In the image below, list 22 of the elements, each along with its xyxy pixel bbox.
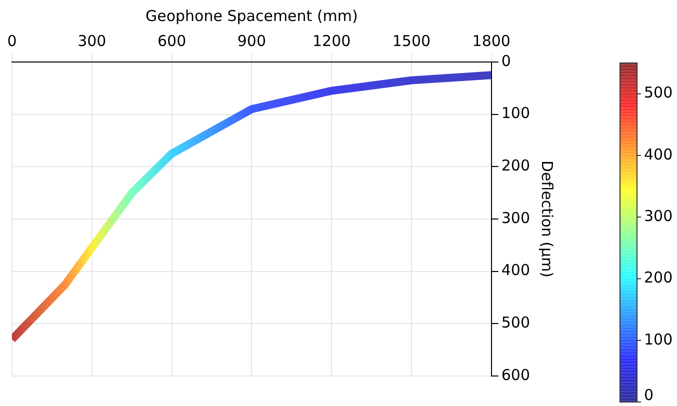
y-tick-label: 600 [501,366,530,384]
color-bar-label: 300 [644,206,673,225]
y-tick-label: 200 [501,156,530,175]
y-tick-label: 100 [501,104,530,122]
x-tick-label: 1800 [472,32,510,50]
y-tick-label: 400 [501,261,530,280]
y-axis-title: Deflection (µm) [538,160,556,278]
y-tick-label: 300 [501,208,530,227]
y-tick-label: 0 [501,52,511,70]
color-bar-label: 400 [644,145,673,164]
color-bar-label: 200 [644,268,673,287]
color-bar-label: 0 [644,386,654,404]
x-tick-label: 1500 [392,32,431,50]
x-tick-label: 0 [7,32,17,50]
y-tick-label: 500 [501,314,530,332]
x-tick-label: 900 [237,32,266,50]
x-tick-label: 300 [78,32,106,50]
x-axis-title: Geophone Spacement (mm) [145,6,358,25]
color-bar-label: 100 [644,330,673,348]
x-tick-label: 600 [157,32,186,50]
color-bar-label: 500 [644,84,673,102]
x-tick-label: 1200 [312,32,351,50]
